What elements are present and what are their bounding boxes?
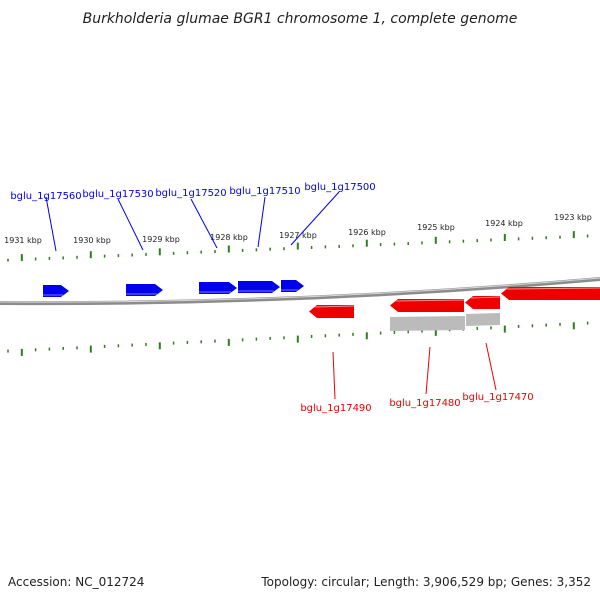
pseudogene-track [390,313,500,331]
pseudogene-bar[interactable] [390,316,465,331]
lower-tick-track [7,321,589,356]
forward-gene-label[interactable]: bglu_1g17510 [229,186,300,197]
tick-label: 1931 kbp [4,236,42,245]
forward-callout-line [257,196,266,248]
reverse-callout-line [332,351,336,400]
forward-gene-label[interactable]: bglu_1g17520 [155,188,226,199]
reverse-gene-label[interactable]: bglu_1g17490 [300,403,371,414]
forward-gene-arrow[interactable] [238,281,280,293]
reverse-gene-arrow[interactable] [465,296,500,309]
gene-shading [395,299,465,302]
forward-callout-line [290,191,340,246]
genome-backbone-highlight [0,277,600,303]
gene-shading [506,287,600,290]
reverse-gene-label[interactable]: bglu_1g17480 [389,398,460,409]
forward-gene-arrow[interactable] [126,284,163,296]
tick-label: 1924 kbp [485,219,523,228]
forward-gene-arrow[interactable] [281,280,304,292]
map-title: Burkholderia glumae BGR1 chromosome 1, c… [83,11,518,27]
reverse-gene-label[interactable]: bglu_1g17470 [462,392,533,403]
tick-label: 1930 kbp [73,236,111,245]
pseudogene-bar[interactable] [466,313,500,326]
tick-label: 1925 kbp [417,223,455,232]
reverse-callout-line [425,346,431,395]
gene-shading [470,296,501,299]
reverse-callout-line [485,342,497,391]
forward-gene-track [43,280,304,297]
accession-label: Accession: NC_012724 [8,575,144,589]
reverse-gene-arrow[interactable] [309,305,354,318]
reverse-gene-arrow[interactable] [390,299,464,312]
forward-gene-callouts: bglu_1g17560 bglu_1g17530 bglu_1g17520 bglu… [10,182,376,252]
forward-gene-arrow[interactable] [199,282,237,294]
forward-gene-label[interactable]: bglu_1g17560 [10,191,81,202]
tick-label: 1927 kbp [279,231,317,240]
genome-summary: Topology: circular; Length: 3,906,529 bp… [260,575,591,589]
genome-backbone [0,277,600,306]
forward-callout-line [45,196,57,252]
upper-tick-track [7,231,589,262]
reverse-gene-track [309,287,600,318]
forward-callout-line [190,198,218,249]
forward-gene-label[interactable]: bglu_1g17530 [82,189,153,200]
forward-callout-line [117,198,144,251]
forward-gene-label[interactable]: bglu_1g17500 [304,182,375,193]
tick-label-group: 1931 kbp 1930 kbp 1929 kbp 1928 kbp 1927 kbp… [4,213,592,245]
reverse-gene-arrow[interactable] [501,287,600,300]
tick-label: 1929 kbp [142,235,180,244]
tick-label: 1928 kbp [210,233,248,242]
gene-shading [314,305,355,308]
tick-label: 1923 kbp [554,213,592,222]
forward-gene-arrow[interactable] [43,285,69,297]
tick-label: 1926 kbp [348,228,386,237]
